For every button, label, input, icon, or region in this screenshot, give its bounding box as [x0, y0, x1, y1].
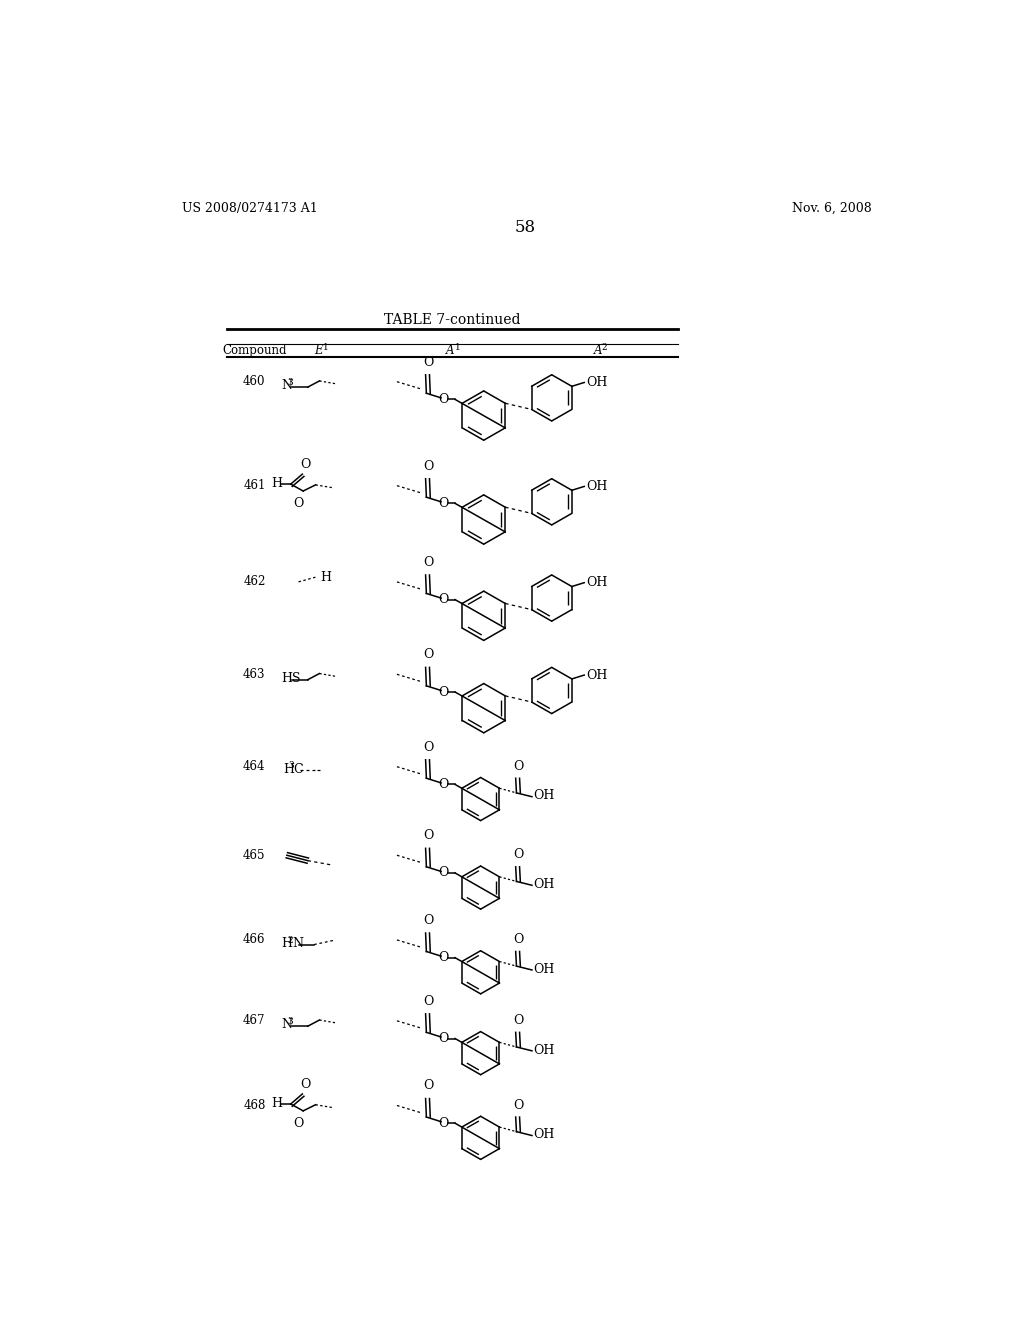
Text: O: O: [300, 458, 310, 471]
Text: O: O: [438, 952, 449, 964]
Text: O: O: [438, 593, 449, 606]
Text: N: N: [282, 379, 293, 392]
Text: O: O: [424, 459, 434, 473]
Text: O: O: [438, 1117, 449, 1130]
Text: 466: 466: [243, 933, 265, 946]
Text: OH: OH: [534, 1129, 555, 1142]
Text: E: E: [314, 345, 323, 358]
Text: OH: OH: [586, 480, 607, 492]
Text: 460: 460: [243, 375, 265, 388]
Text: 464: 464: [243, 760, 265, 774]
Text: O: O: [300, 1078, 310, 1090]
Text: 461: 461: [243, 479, 265, 492]
Text: N: N: [292, 937, 303, 950]
Text: OH: OH: [534, 1044, 555, 1056]
Text: O: O: [438, 496, 449, 510]
Text: O: O: [293, 1117, 304, 1130]
Text: 3: 3: [288, 1018, 293, 1026]
Text: 3: 3: [289, 762, 294, 771]
Text: H: H: [282, 937, 293, 950]
Text: O: O: [513, 1014, 523, 1027]
Text: 2: 2: [288, 936, 293, 945]
Text: 58: 58: [514, 219, 536, 236]
Text: OH: OH: [586, 668, 607, 681]
Text: 1: 1: [323, 343, 329, 351]
Text: Compound: Compound: [222, 345, 287, 358]
Text: H: H: [271, 1097, 283, 1110]
Text: O: O: [438, 777, 449, 791]
Text: O: O: [424, 995, 434, 1007]
Text: C: C: [293, 763, 303, 776]
Text: US 2008/0274173 A1: US 2008/0274173 A1: [182, 202, 318, 215]
Text: O: O: [513, 760, 523, 774]
Text: OH: OH: [586, 576, 607, 589]
Text: O: O: [424, 913, 434, 927]
Text: TABLE 7-continued: TABLE 7-continued: [384, 313, 521, 327]
Text: 463: 463: [243, 668, 265, 681]
Text: O: O: [293, 498, 304, 511]
Text: O: O: [513, 933, 523, 946]
Text: O: O: [513, 1098, 523, 1111]
Text: OH: OH: [534, 789, 555, 803]
Text: O: O: [424, 741, 434, 754]
Text: H: H: [283, 763, 294, 776]
Text: 467: 467: [243, 1014, 265, 1027]
Text: 468: 468: [243, 1100, 265, 1111]
Text: 1: 1: [455, 343, 460, 351]
Text: O: O: [424, 556, 434, 569]
Text: H: H: [271, 477, 283, 490]
Text: O: O: [424, 648, 434, 661]
Text: OH: OH: [534, 962, 555, 975]
Text: 2: 2: [602, 343, 607, 351]
Text: Nov. 6, 2008: Nov. 6, 2008: [793, 202, 872, 215]
Text: A: A: [593, 345, 602, 358]
Text: OH: OH: [534, 878, 555, 891]
Text: O: O: [438, 685, 449, 698]
Text: O: O: [438, 866, 449, 879]
Text: O: O: [424, 355, 434, 368]
Text: N: N: [282, 1018, 293, 1031]
Text: O: O: [424, 829, 434, 842]
Text: A: A: [446, 345, 455, 358]
Text: O: O: [438, 393, 449, 407]
Text: H: H: [321, 570, 331, 583]
Text: 465: 465: [243, 849, 265, 862]
Text: O: O: [513, 849, 523, 862]
Text: 462: 462: [243, 576, 265, 589]
Text: OH: OH: [586, 376, 607, 389]
Text: O: O: [424, 1080, 434, 1093]
Text: 3: 3: [288, 378, 293, 387]
Text: HS: HS: [282, 672, 301, 685]
Text: O: O: [438, 1032, 449, 1045]
